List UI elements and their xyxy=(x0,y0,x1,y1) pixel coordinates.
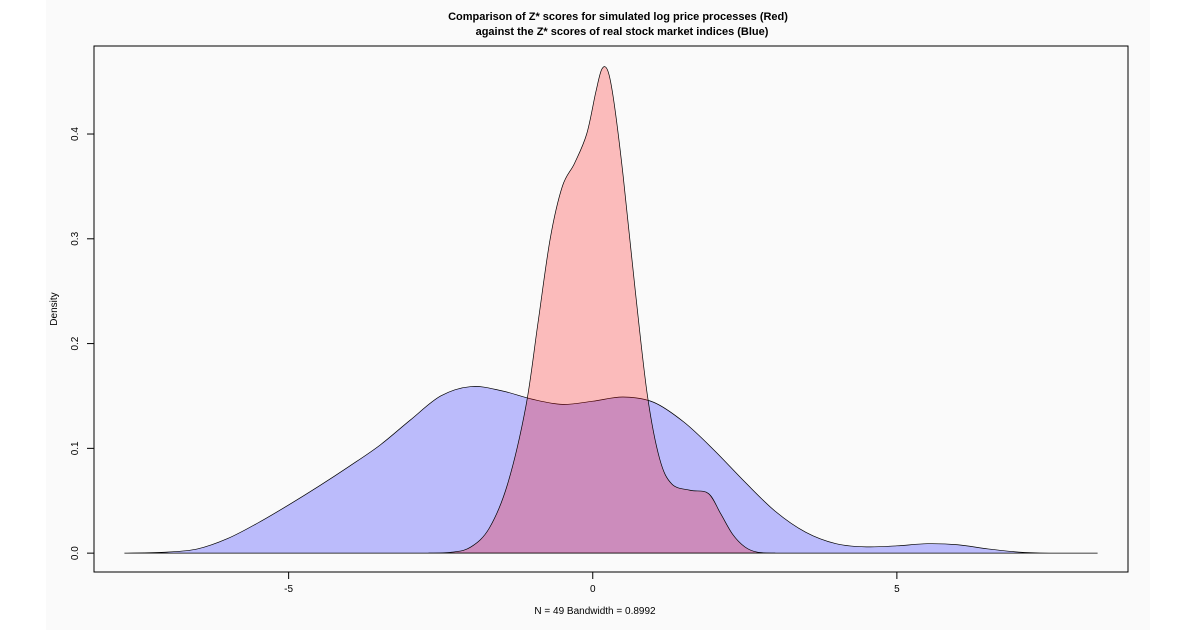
y-tick-label: 0.1 xyxy=(70,441,81,455)
chart-figure xyxy=(46,0,1150,630)
chart-subtitle: against the Z* scores of real stock mark… xyxy=(476,26,769,38)
x-tick-label: -5 xyxy=(284,584,293,595)
x-tick-label: 0 xyxy=(590,584,596,595)
red-density-area xyxy=(428,66,776,554)
series-layer xyxy=(124,66,1098,554)
y-axis-label: Density xyxy=(49,292,60,325)
y-tick-label: 0.4 xyxy=(70,127,81,141)
y-tick-label: 0.2 xyxy=(70,336,81,350)
chart-title: Comparison of Z* scores for simulated lo… xyxy=(448,11,788,23)
blue-density-area xyxy=(124,386,1098,554)
x-axis-label: N = 49 Bandwidth = 0.8992 xyxy=(534,606,656,617)
y-tick-label: 0.0 xyxy=(70,546,81,560)
axes-layer: -5 0 5 0.0 0.1 0.2 0.3 0.4 xyxy=(70,127,900,595)
x-tick-label: 5 xyxy=(894,584,900,595)
y-tick-label: 0.3 xyxy=(70,231,81,245)
